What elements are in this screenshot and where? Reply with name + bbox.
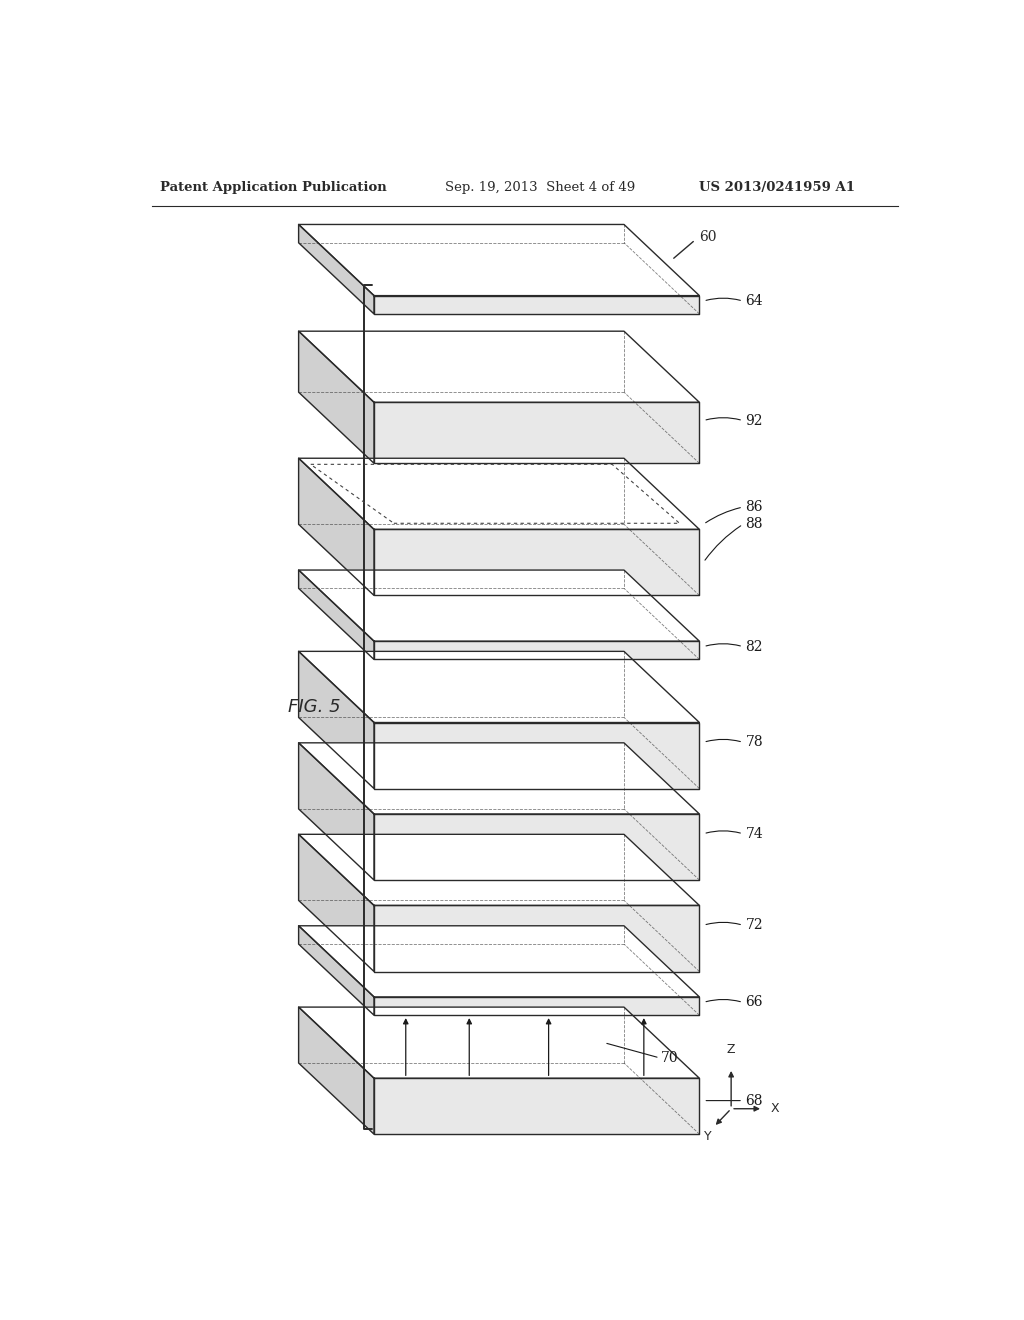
Polygon shape	[299, 570, 699, 642]
Polygon shape	[299, 651, 374, 788]
Polygon shape	[374, 814, 699, 880]
Polygon shape	[299, 458, 699, 529]
Polygon shape	[299, 1007, 374, 1134]
Polygon shape	[374, 403, 699, 463]
Polygon shape	[374, 906, 699, 972]
Polygon shape	[299, 458, 374, 595]
Polygon shape	[299, 331, 699, 403]
Polygon shape	[299, 834, 699, 906]
Text: US 2013/0241959 A1: US 2013/0241959 A1	[699, 181, 855, 194]
Polygon shape	[299, 743, 374, 880]
Text: 78: 78	[745, 735, 763, 750]
Text: 66: 66	[745, 995, 763, 1010]
Text: 72: 72	[745, 919, 763, 932]
Text: 82: 82	[745, 640, 763, 653]
Polygon shape	[299, 224, 699, 296]
Text: X: X	[771, 1102, 779, 1115]
Polygon shape	[299, 570, 374, 660]
Polygon shape	[374, 997, 699, 1015]
Polygon shape	[374, 296, 699, 314]
Polygon shape	[374, 642, 699, 660]
Polygon shape	[299, 331, 374, 463]
Text: Z: Z	[727, 1043, 735, 1056]
Text: Sep. 19, 2013  Sheet 4 of 49: Sep. 19, 2013 Sheet 4 of 49	[445, 181, 636, 194]
Polygon shape	[299, 224, 374, 314]
Polygon shape	[299, 743, 699, 814]
Text: 60: 60	[699, 230, 717, 244]
Polygon shape	[299, 651, 699, 722]
Polygon shape	[299, 925, 699, 997]
Text: 86: 86	[745, 500, 763, 513]
Text: 74: 74	[745, 826, 763, 841]
Polygon shape	[299, 834, 374, 972]
Text: Y: Y	[703, 1130, 712, 1143]
Polygon shape	[374, 1078, 699, 1134]
Text: 70: 70	[662, 1051, 679, 1065]
Text: 92: 92	[745, 413, 763, 428]
Text: FIG. 5: FIG. 5	[288, 698, 341, 717]
Text: Patent Application Publication: Patent Application Publication	[160, 181, 386, 194]
Text: 68: 68	[745, 1093, 763, 1107]
Polygon shape	[374, 722, 699, 788]
Text: 88: 88	[745, 517, 763, 532]
Polygon shape	[374, 529, 699, 595]
Text: 64: 64	[745, 294, 763, 308]
Polygon shape	[299, 1007, 699, 1078]
Polygon shape	[299, 925, 374, 1015]
